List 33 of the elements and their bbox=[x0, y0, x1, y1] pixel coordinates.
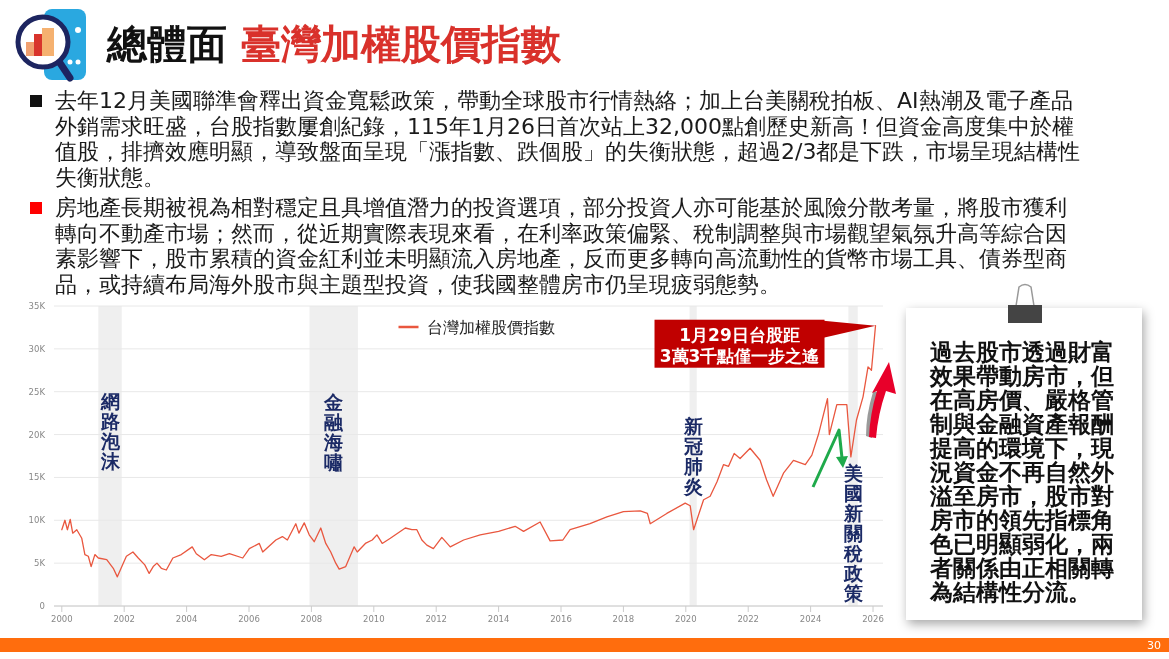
x-tick-label: 2018 bbox=[612, 614, 635, 624]
text: 30 bbox=[1147, 639, 1161, 652]
x-tick-label: 2020 bbox=[674, 614, 697, 624]
x-tick-label: 2012 bbox=[425, 614, 448, 624]
y-tick-label: 25K bbox=[28, 386, 46, 397]
x-tick-label: 2014 bbox=[487, 614, 510, 624]
text: 過去股市透過財富效果帶動房市，但在高房價、嚴格管制與金融資產報酬提高的環境下，現況資金不再自然外溢至房市，股市對房市的領先指標角色已明顯弱化，兩者關係由正相關轉為結構性分流。 bbox=[930, 339, 1114, 605]
x-tick-label: 2010 bbox=[362, 614, 385, 624]
y-tick-label: 0 bbox=[39, 601, 45, 611]
x-tick-label: 2000 bbox=[50, 614, 73, 624]
text: 房地產長期被視為相對穩定且具增值潛力的投資選項，部分投資人亦可能基於風險分散考量，將股市獲利轉向不動產市場；然而，從近期實際表現來看，在利率政策偏緊、稅制調整與市場觀望氣氛升高等綜合因素影響下，股市累積的資金紅利並未明顯流入房地產，反而更多轉向高流動性的貨幣市場工具、債券型商品，或持續布局海外股市與主題型投資，使我國整體房市仍呈現疲弱態勢。 bbox=[55, 195, 1068, 298]
legend-label: 台灣加權股價指數 bbox=[426, 318, 555, 337]
x-tick-label: 2004 bbox=[175, 614, 198, 624]
x-tick-label: 2022 bbox=[737, 614, 760, 624]
y-tick-label: 20K bbox=[28, 429, 46, 440]
x-tick-label: 2006 bbox=[238, 614, 260, 624]
x-tick-label: 2008 bbox=[300, 614, 323, 624]
y-tick-label: 15K bbox=[28, 472, 46, 483]
band-label: 美國新關稅政策 bbox=[842, 462, 864, 604]
y-tick-label: 35K bbox=[28, 301, 46, 311]
y-tick-label: 10K bbox=[28, 515, 46, 526]
band-label: 網路泡沫 bbox=[99, 390, 121, 472]
x-tick-label: 2024 bbox=[799, 614, 822, 624]
y-tick-label: 5K bbox=[34, 558, 46, 569]
band-label: 新冠肺炎 bbox=[682, 415, 703, 497]
text: 去年12月美國聯準會釋出資金寬鬆政策，帶動全球股市行情熱絡；加上台美關稅拍板、AI熱潮及電子產品外銷需求旺盛，台股指數屢創紀錄，115年1月26日首次站上32,000點創歷史新高！但資金高度集中於權值股，排擠效應明顯，導致盤面呈現「漲指數、跌個股」的失衡狀態，超過2/3都是下跌，市場呈現結構性失衡狀態。 bbox=[55, 88, 1082, 191]
x-tick-label: 2026 bbox=[862, 614, 884, 624]
y-tick-label: 30K bbox=[28, 343, 46, 354]
annotation: 1月29日台股距 3萬3千點僅一步之遙 bbox=[659, 324, 820, 366]
chart-title: 總體面 臺灣加權股價指數 bbox=[106, 21, 562, 67]
x-tick-label: 2016 bbox=[550, 614, 572, 624]
band-label: 金融海嘯 bbox=[323, 391, 345, 473]
x-tick-label: 2002 bbox=[113, 614, 136, 624]
